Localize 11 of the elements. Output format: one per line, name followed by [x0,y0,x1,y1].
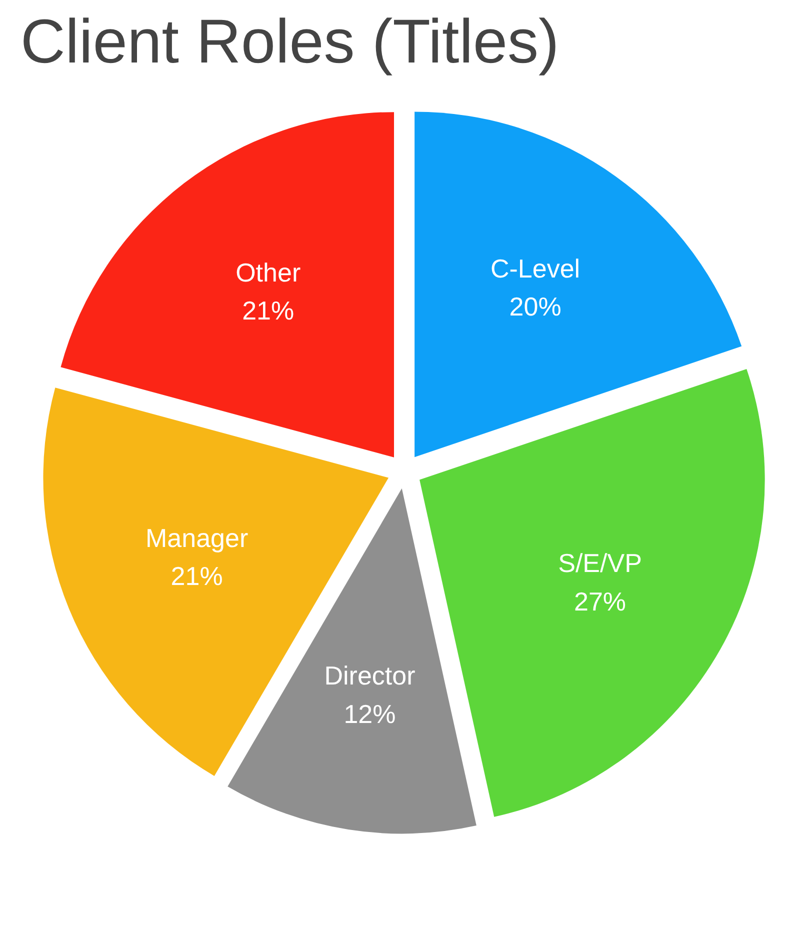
slice-label: S/E/VP [558,548,642,578]
data-label: 12% [344,698,396,729]
chart-title: Client Roles (Titles) [20,8,560,76]
slice-label: Director [324,660,416,691]
slice-label: Manager [146,522,248,553]
data-label: 21% [242,296,294,326]
data-label: 21% [170,561,223,592]
data-label: 20% [509,292,562,322]
data-label: 27% [574,586,626,616]
slice-label: Other [236,257,301,288]
slice-label: C-Level [490,253,580,284]
